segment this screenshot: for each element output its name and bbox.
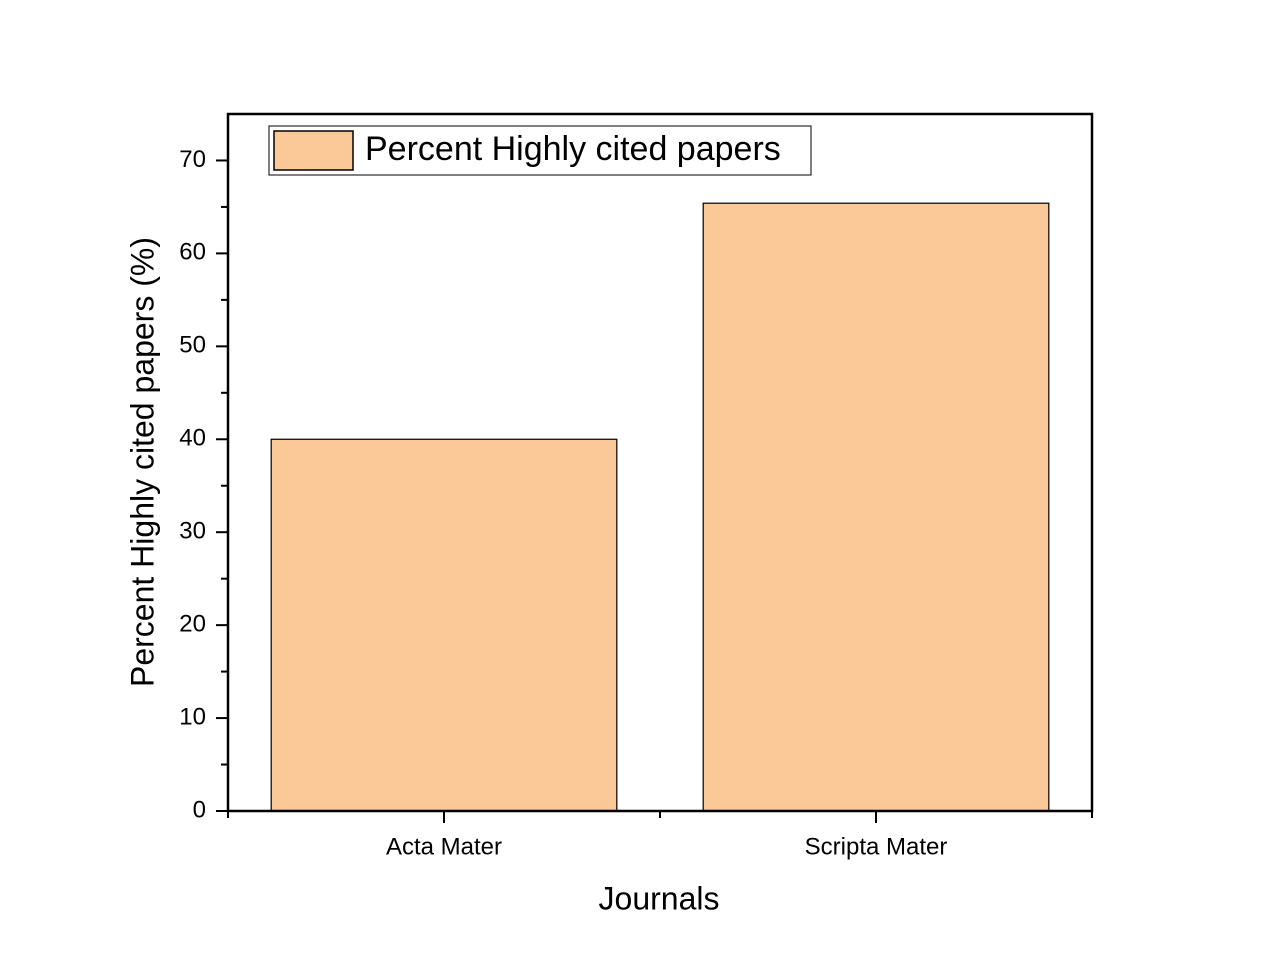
legend-swatch [273, 130, 354, 171]
x-tick-label: Acta Mater [386, 833, 502, 860]
y-tick-label: 20 [179, 610, 206, 637]
y-tick-label: 30 [179, 518, 206, 545]
x-tick-label: Scripta Mater [805, 833, 948, 860]
bar [702, 202, 1050, 812]
y-tick-label: 0 [193, 796, 206, 823]
bar [270, 438, 618, 812]
plot-frame [226, 112, 1094, 813]
legend-label: Percent Highly cited papers [365, 130, 781, 168]
y-tick-label: 60 [179, 239, 206, 266]
y-tick-label: 40 [179, 425, 206, 452]
x-axis-title: Journals [599, 880, 720, 916]
y-tick-label: 10 [179, 703, 206, 730]
y-tick-label: 50 [179, 332, 206, 359]
y-axis-title: Percent Highly cited papers (%) [124, 237, 160, 687]
legend-box [268, 125, 812, 176]
y-tick-label: 70 [179, 146, 206, 173]
